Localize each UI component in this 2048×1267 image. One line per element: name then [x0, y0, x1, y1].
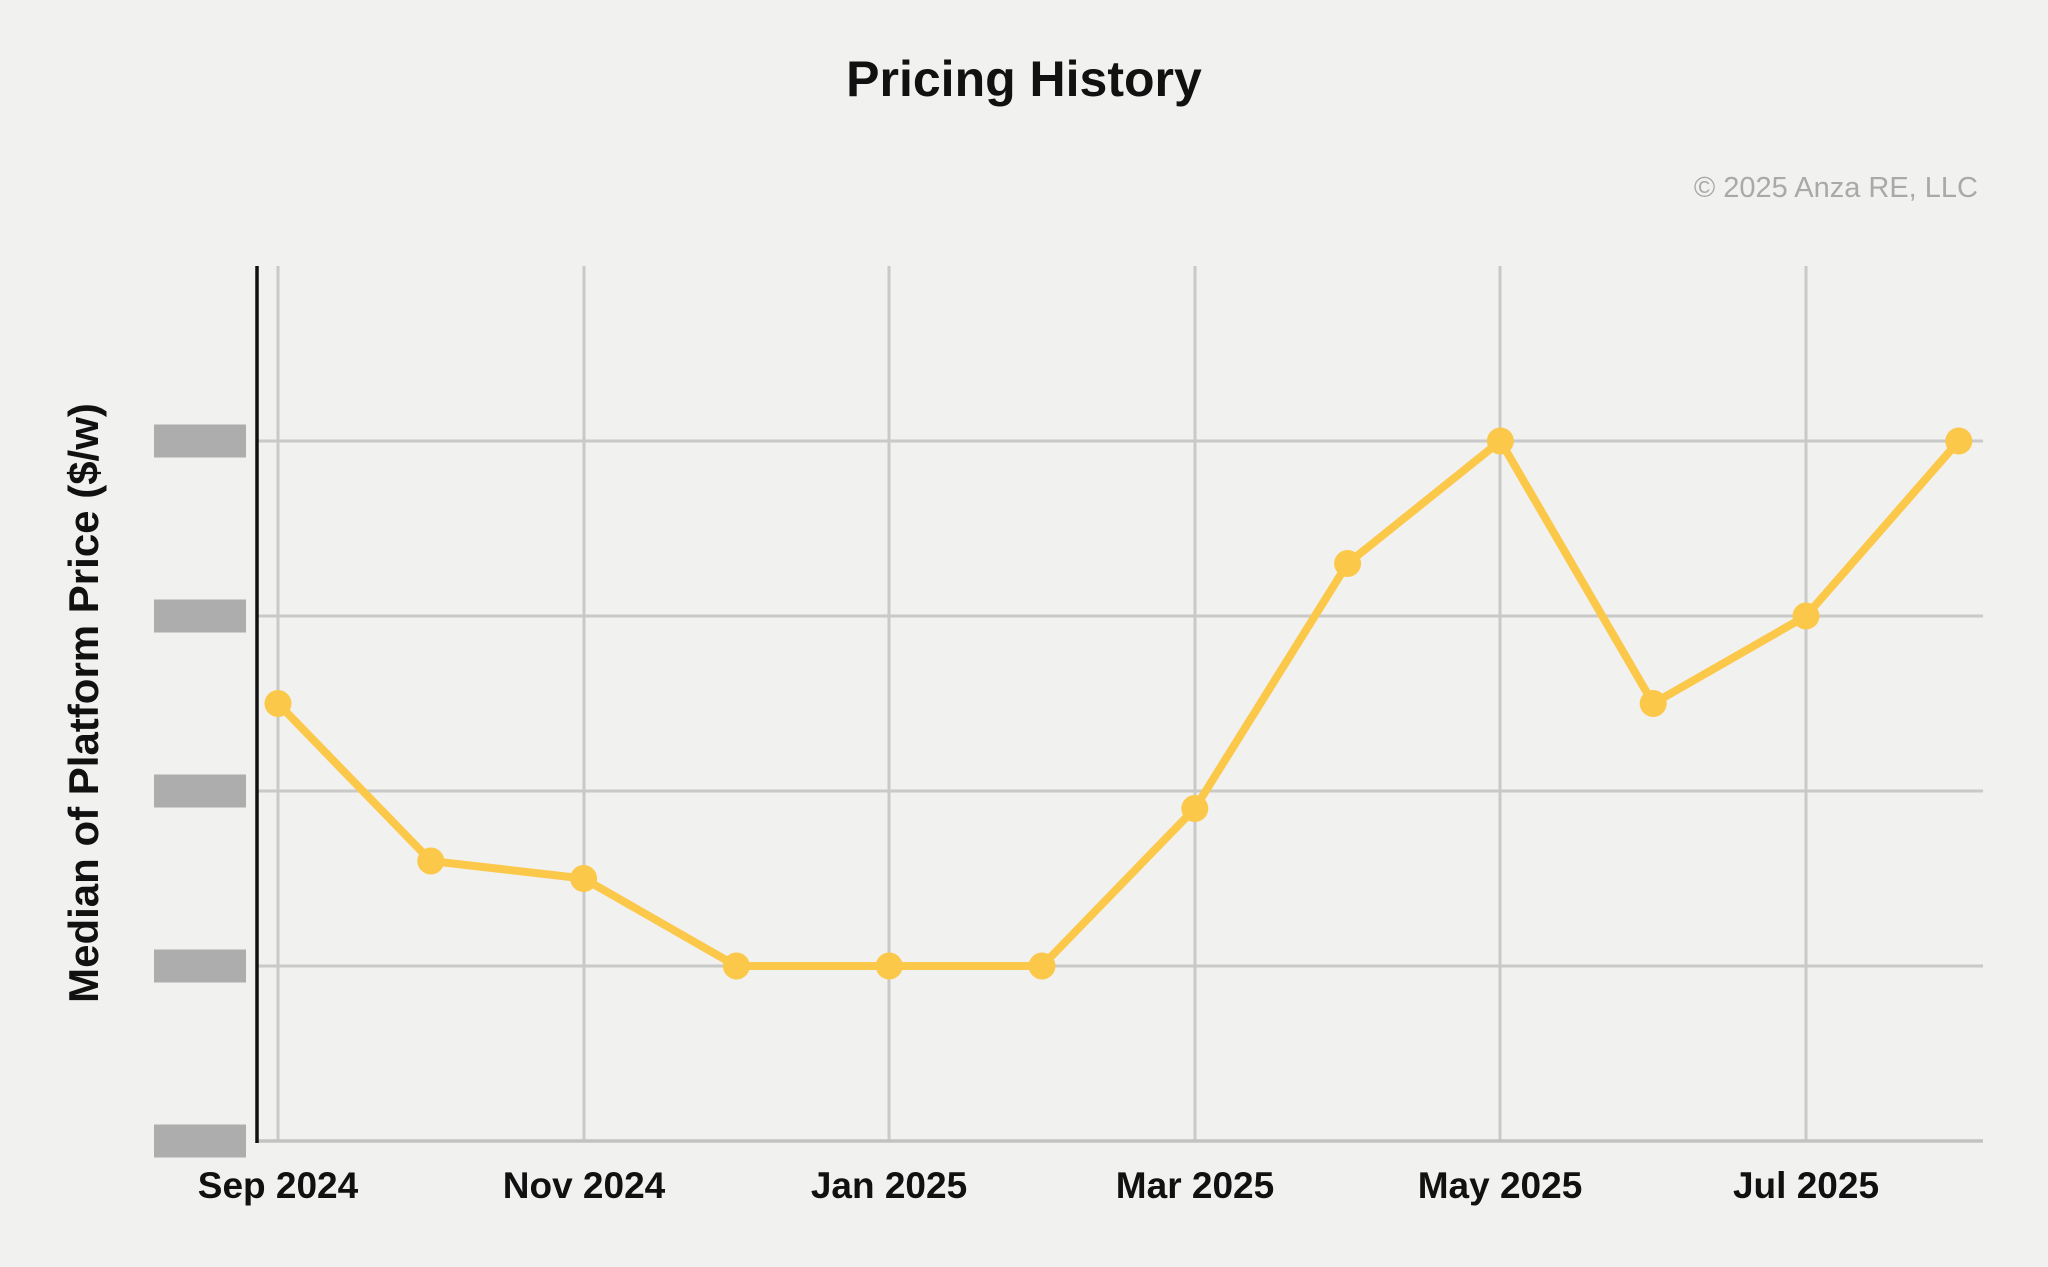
- redacted-y-tick-label: [154, 949, 246, 983]
- x-tick-label: Jul 2025: [1733, 1165, 1879, 1206]
- x-tick-label: May 2025: [1418, 1165, 1583, 1206]
- data-point-marker: [875, 952, 903, 980]
- data-point-marker: [1334, 550, 1362, 577]
- redacted-y-tick-label: [154, 599, 246, 633]
- redacted-y-tick-label: [154, 424, 246, 458]
- redacted-y-tick-label: [154, 1124, 246, 1158]
- x-tick-label: Sep 2024: [198, 1165, 359, 1206]
- data-point-marker: [1028, 952, 1056, 980]
- x-tick-label: Mar 2025: [1116, 1165, 1274, 1206]
- data-point-marker: [722, 952, 750, 980]
- redacted-y-tick-label: [154, 774, 246, 808]
- data-point-marker: [570, 865, 598, 892]
- data-point-marker: [1792, 602, 1820, 630]
- data-point-marker: [1639, 690, 1667, 717]
- x-tick-label: Jan 2025: [811, 1165, 967, 1206]
- x-tick-label: Nov 2024: [503, 1165, 666, 1206]
- data-point-marker: [1181, 795, 1209, 822]
- data-point-marker: [264, 690, 292, 717]
- chart-title: Pricing History: [846, 51, 1202, 107]
- price-line: [274, 437, 1963, 970]
- data-point-marker: [417, 847, 445, 875]
- data-point-marker: [1486, 427, 1514, 455]
- copyright-text: © 2025 Anza RE, LLC: [1693, 172, 1978, 204]
- data-point-marker: [1945, 427, 1973, 455]
